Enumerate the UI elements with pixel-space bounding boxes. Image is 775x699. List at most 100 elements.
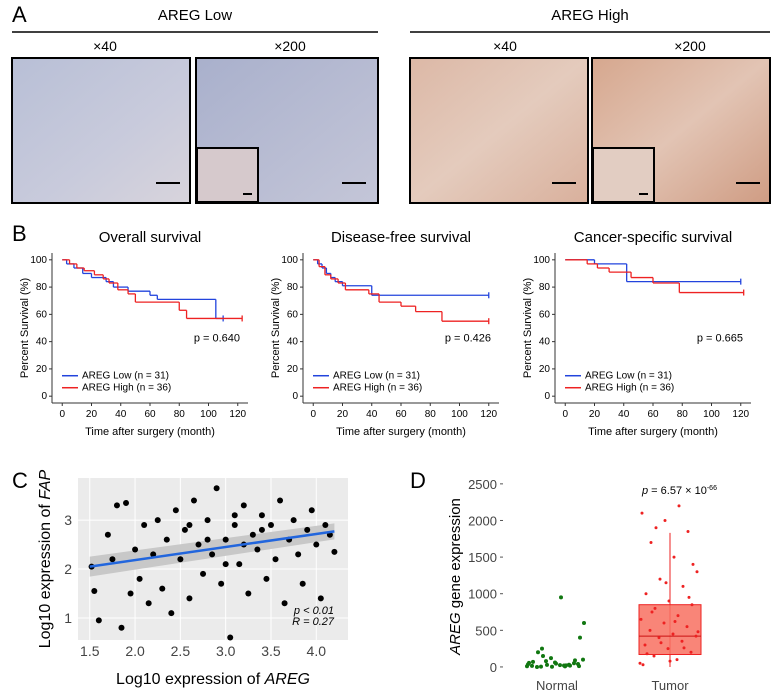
point [181, 526, 188, 533]
point [658, 577, 662, 581]
stat-annotation: R = 0.27 [292, 616, 335, 628]
point [263, 575, 270, 582]
point [254, 546, 261, 553]
legend-entry: AREG High (n = 36) [585, 383, 674, 394]
y-tick-label: 40 [36, 337, 48, 348]
point [639, 617, 643, 621]
point [564, 663, 568, 668]
x-tick-label: 4.0 [307, 643, 327, 659]
x-tick-label: 20 [86, 409, 98, 420]
point [641, 663, 645, 667]
x-tick-label: 20 [337, 409, 349, 420]
point [689, 650, 693, 654]
point [186, 521, 193, 528]
text-part: FAP [37, 469, 54, 499]
x-tick-label: 0 [562, 409, 568, 420]
point [195, 541, 202, 548]
point [672, 555, 676, 559]
point [190, 497, 197, 504]
x-tick-label: 3.0 [216, 643, 236, 659]
text-part: AREG [447, 612, 464, 656]
panel-label: D [410, 468, 426, 493]
y-axis-label: Percent Survival (%) [522, 278, 534, 378]
point [118, 624, 125, 631]
point [109, 556, 116, 563]
point [638, 661, 642, 665]
point [667, 599, 671, 603]
image-low-40 [11, 57, 191, 204]
point [154, 517, 161, 524]
text-part: = 6.57 × 10 [648, 485, 707, 497]
point [648, 628, 652, 632]
y-tick-label: 80 [539, 282, 551, 293]
point [544, 659, 548, 664]
p-value: p = 6.57 × 10-66 [641, 485, 717, 497]
p-value: p = 0.665 [697, 333, 743, 345]
point [113, 502, 120, 509]
point [694, 634, 698, 638]
point [308, 507, 315, 514]
point [558, 663, 562, 668]
x-tick-label: 60 [395, 409, 407, 420]
y-tick-label: 1000 [468, 587, 497, 602]
y-tick-label: 0 [292, 391, 298, 402]
point [123, 499, 130, 506]
point [168, 610, 175, 617]
point [127, 590, 134, 597]
point [644, 592, 648, 596]
point [681, 584, 685, 588]
stat-annotation: p < 0.01 [293, 605, 334, 617]
histology-images [11, 31, 771, 204]
point [141, 521, 148, 528]
y-tick-label: 1 [64, 610, 72, 626]
point [673, 620, 677, 624]
point [272, 556, 279, 563]
group-title: AREG Low [158, 7, 232, 24]
point [231, 521, 238, 528]
y-tick-label: 60 [539, 309, 551, 320]
chart-title: Overall survival [99, 229, 202, 246]
point [258, 526, 265, 533]
point [695, 570, 699, 574]
chart-title: Disease-free survival [331, 229, 471, 246]
y-tick-label: 20 [539, 364, 551, 375]
group-title: AREG High [551, 7, 629, 24]
regression-line [89, 530, 335, 568]
x-tick-label: 60 [144, 409, 156, 420]
point [322, 521, 329, 528]
point [227, 634, 234, 641]
x-tick-label: 3.5 [261, 643, 281, 659]
point [132, 546, 139, 553]
point [299, 580, 306, 587]
scale-bars [156, 182, 760, 195]
point [675, 658, 679, 662]
point [550, 664, 554, 669]
point [136, 575, 143, 582]
point [231, 512, 238, 519]
point [236, 561, 243, 568]
point [686, 529, 690, 533]
point [578, 635, 582, 640]
y-tick-label: 40 [287, 337, 299, 348]
y-tick-label: 100 [533, 255, 550, 266]
point [218, 580, 225, 587]
y-tick-label: 0 [544, 391, 550, 402]
x-tick-label: 2.5 [171, 643, 191, 659]
y-tick-label: 2000 [468, 513, 497, 528]
point [177, 556, 184, 563]
inset [196, 147, 259, 203]
text-part: Log10 expression of [37, 500, 54, 649]
x-tick-label: 40 [618, 409, 630, 420]
text-part: -66 [707, 485, 717, 492]
point [659, 641, 663, 645]
panel-label: A [12, 2, 27, 27]
point [666, 647, 670, 651]
point [653, 606, 657, 610]
y-tick-label: 2 [64, 561, 72, 577]
point [150, 551, 157, 558]
point [654, 526, 658, 530]
y-tick-label: 60 [287, 309, 299, 320]
point [691, 562, 695, 566]
point [640, 511, 644, 515]
magnification: ×40 [493, 38, 517, 54]
